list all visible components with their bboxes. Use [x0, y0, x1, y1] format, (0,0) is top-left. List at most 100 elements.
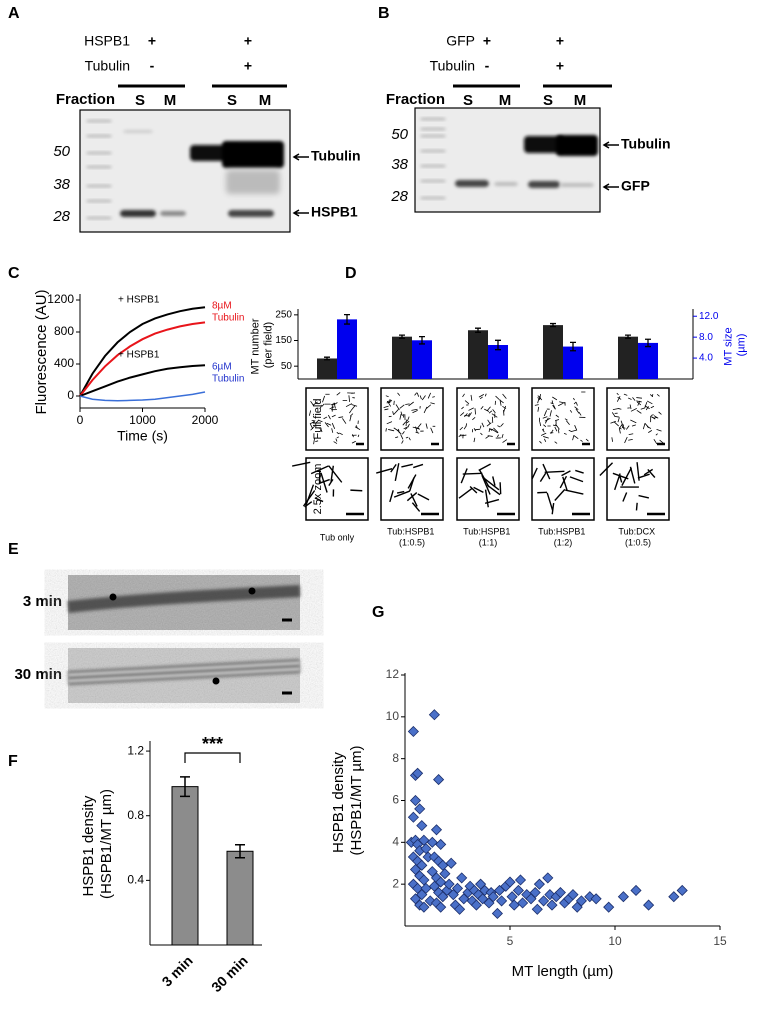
microtubule	[552, 400, 553, 403]
y-tick-label: 800	[54, 324, 74, 338]
condition-mark: +	[244, 58, 252, 74]
text-line: (1:0.5)	[625, 538, 651, 548]
condition-mark: +	[556, 58, 564, 74]
gel-band	[86, 217, 112, 219]
gel-band	[455, 180, 489, 187]
gel-band	[86, 152, 112, 154]
bar	[317, 358, 337, 379]
marker-label: 50	[391, 126, 408, 143]
condition-label: Tubulin	[430, 58, 475, 74]
condition-label: HSPB1	[84, 33, 130, 49]
text-line: (1:0.5)	[399, 538, 425, 548]
text-line: HSPB1 density	[80, 791, 97, 896]
y-tick-label: 4	[392, 835, 399, 849]
bar	[392, 337, 412, 379]
text-line: (µm)	[736, 334, 748, 357]
row-label: Full field	[312, 399, 324, 440]
text-line: (HSPB1/MT µm)	[98, 789, 115, 899]
text-line: (per field)	[263, 322, 275, 368]
microtubule	[350, 490, 362, 491]
text-line: MT size	[722, 324, 734, 365]
bar	[638, 343, 658, 379]
y-axis-label: HSPB1 density (HSPB1/MT µm)	[330, 745, 365, 855]
micrograph	[532, 388, 594, 450]
band-label: GFP	[621, 178, 650, 194]
annotation: 8µM	[212, 301, 232, 312]
band-label: Tubulin	[621, 136, 671, 152]
microtubule	[545, 471, 565, 472]
bar	[227, 851, 253, 945]
annotation: Tubulin	[212, 374, 244, 385]
gel-band	[228, 210, 274, 217]
gel-band	[420, 118, 446, 120]
panel-label: B	[378, 5, 390, 22]
bar	[172, 787, 198, 945]
microtubule	[636, 503, 637, 511]
y-tick-label: 150	[275, 335, 292, 346]
y-tick-label: 8	[392, 751, 399, 765]
text-line: Tub:HSPB1	[538, 527, 588, 537]
gel-band	[420, 180, 446, 182]
annotation: + HSPB1	[118, 350, 160, 361]
gel-band	[420, 165, 446, 167]
gel	[415, 108, 600, 212]
condition-mark: -	[485, 58, 490, 74]
band-label: HSPB1	[311, 204, 358, 220]
y-tick-label: 12	[386, 667, 400, 681]
micrograph	[532, 458, 594, 520]
y-tick-label: 0.4	[127, 873, 144, 887]
condition-mark: +	[556, 33, 564, 49]
category-label: Tub only	[320, 532, 355, 542]
micrograph	[381, 458, 443, 520]
text-line: Tub:HSPB1	[387, 527, 437, 537]
panel-label: D	[345, 265, 357, 282]
x-tick-label: 1000	[129, 413, 156, 427]
annotation: Tubulin	[212, 313, 244, 324]
y-tick-label: 2	[392, 876, 399, 890]
time-label: 30 min	[14, 666, 62, 683]
y-tick-label: 1.2	[127, 743, 144, 757]
lane-label: S	[227, 92, 237, 109]
text-line: MT number	[249, 315, 261, 374]
gel-band	[86, 166, 112, 168]
condition-label: GFP	[446, 33, 475, 49]
gold-particle	[249, 588, 256, 595]
panel-label: C	[8, 265, 20, 282]
text-line: Tub:HSPB1	[463, 527, 513, 537]
gold-particle	[110, 594, 117, 601]
y2-tick-label: 4.0	[699, 353, 713, 364]
gel-band	[226, 170, 280, 194]
condition-label: Tubulin	[85, 58, 130, 74]
marker-label: 38	[391, 156, 408, 173]
y-tick-label: 250	[275, 309, 292, 320]
marker-label: 50	[53, 143, 70, 160]
y-axis-label: HSPB1 density (HSPB1/MT µm)	[80, 789, 115, 899]
gel-band	[222, 141, 284, 168]
x-tick-label: 2000	[192, 413, 219, 427]
gel-band	[556, 135, 598, 156]
y-tick-label: 1200	[47, 292, 74, 306]
bar	[412, 340, 432, 379]
bar	[337, 319, 357, 379]
gel-band	[86, 135, 112, 137]
lane-label: S	[543, 92, 553, 109]
y2-tick-label: 8.0	[699, 332, 713, 343]
y-tick-label: 10	[386, 709, 400, 723]
y-axis-label: Fluorescence (AU)	[33, 289, 50, 414]
significance-label: ***	[202, 734, 223, 754]
lane-label: M	[164, 92, 177, 109]
x-tick-label: 15	[713, 934, 727, 948]
condition-mark: +	[244, 33, 252, 49]
y-tick-label: 0	[67, 388, 74, 402]
gold-particle	[213, 678, 220, 685]
panel-label: A	[8, 5, 20, 22]
y-tick-label: 400	[54, 356, 74, 370]
text-line: (HSPB1/MT µm)	[348, 745, 365, 855]
band-label: Tubulin	[311, 148, 361, 164]
gel-band	[560, 183, 594, 187]
condition-mark: +	[483, 33, 491, 49]
y-tick-label: 6	[392, 793, 399, 807]
gel-band	[494, 182, 518, 186]
